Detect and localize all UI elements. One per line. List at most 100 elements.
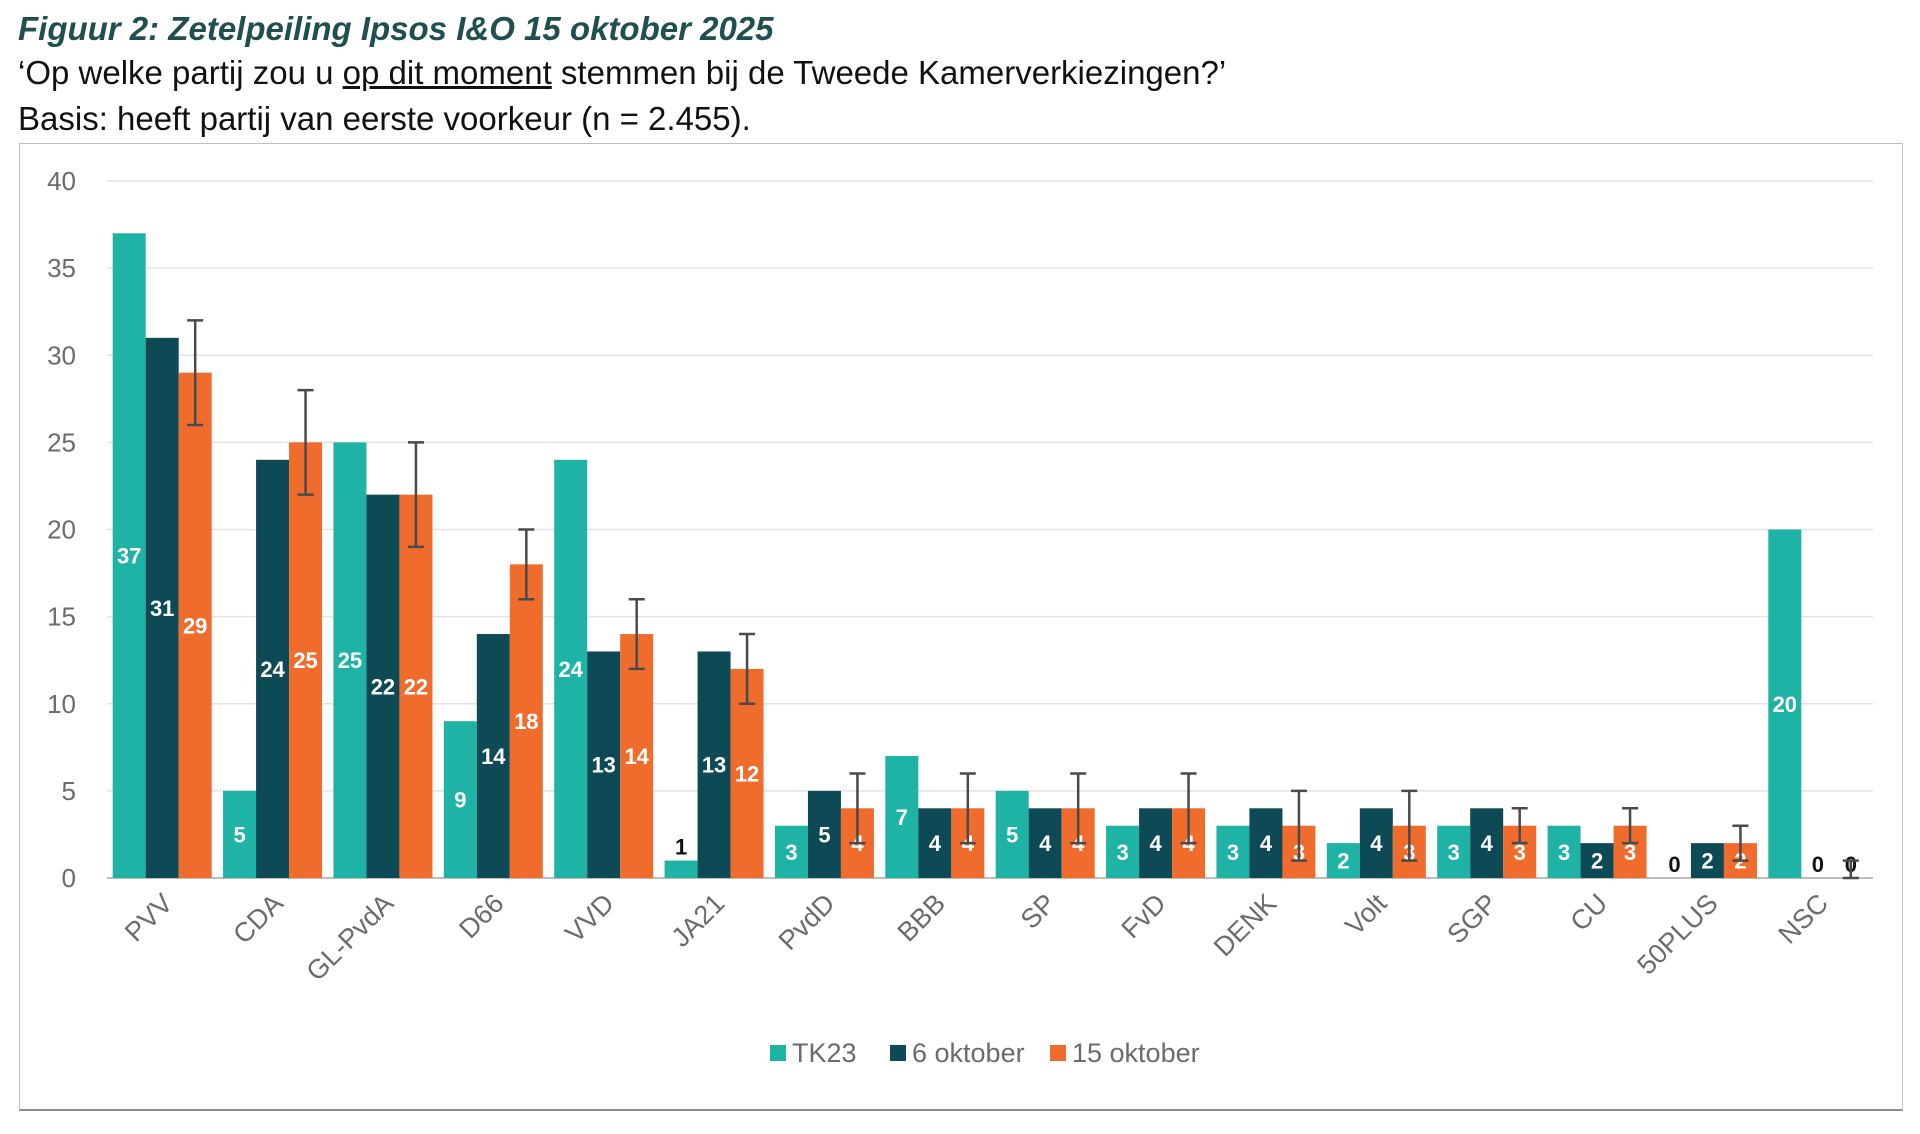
y-tick-label-20: 20 — [47, 515, 76, 545]
data-label-d66-series-1: 14 — [481, 744, 506, 769]
bar-d66-series-0 — [443, 721, 477, 878]
bar-bbb-series-1 — [918, 808, 952, 878]
x-tick-label-pvdd: PvdD — [773, 888, 841, 956]
y-tick-label-0: 0 — [62, 863, 76, 893]
data-label-gl-pvda-series-1: 22 — [371, 674, 395, 699]
bar-gl-pvda-series-2 — [399, 494, 433, 878]
data-label-gl-pvda-series-0: 25 — [338, 648, 362, 673]
x-tick-label-pvv: PVV — [119, 888, 178, 947]
data-label-bbb-series-1: 4 — [929, 831, 942, 856]
data-label-pvv-series-0: 37 — [117, 544, 141, 569]
data-label-50plus-series-1: 2 — [1701, 849, 1713, 874]
data-label-d66-series-2: 18 — [514, 709, 538, 734]
bar-denk-series-1 — [1249, 808, 1283, 878]
bar-sgp-series-1 — [1470, 808, 1504, 878]
y-tick-label-10: 10 — [47, 689, 76, 719]
y-tick-label-35: 35 — [47, 253, 76, 283]
bar-vvd-series-1 — [587, 651, 621, 878]
bar-pvv-series-1 — [145, 337, 179, 878]
data-label-cda-series-2: 25 — [293, 648, 317, 673]
bar-cu-series-0 — [1547, 825, 1581, 878]
bar-pvdd-series-0 — [774, 825, 808, 878]
legend-swatch-1 — [890, 1045, 906, 1061]
survey-basis: Basis: heeft partij van eerste voorkeur … — [18, 100, 751, 137]
y-tick-label-5: 5 — [62, 776, 76, 806]
bar-fvd-series-1 — [1139, 808, 1173, 878]
data-label-fvd-series-0: 3 — [1116, 840, 1128, 865]
x-tick-label-cu: CU — [1565, 888, 1614, 937]
bar-volt-series-0 — [1326, 843, 1360, 878]
data-label-fvd-series-1: 4 — [1149, 831, 1162, 856]
x-tick-label-fvd: FvD — [1116, 888, 1172, 944]
data-label-denk-series-1: 4 — [1260, 831, 1273, 856]
bar-nsc-series-0 — [1768, 529, 1802, 878]
x-tick-label-sp: SP — [1015, 888, 1062, 935]
bar-gl-pvda-series-0 — [333, 442, 367, 878]
bar-d66-series-2 — [509, 564, 543, 878]
legend-swatch-0 — [770, 1045, 786, 1061]
data-label-ja21-series-2: 12 — [735, 761, 759, 786]
x-tick-label-gl-pvda: GL-PvdA — [301, 888, 400, 987]
data-label-vvd-series-0: 24 — [558, 657, 583, 682]
data-label-vvd-series-2: 14 — [624, 744, 649, 769]
bar-denk-series-0 — [1216, 825, 1250, 878]
y-tick-label-30: 30 — [47, 340, 76, 370]
bar-pvdd-series-1 — [807, 790, 841, 878]
x-tick-label-denk: DENK — [1208, 888, 1282, 962]
data-label-nsc-series-1: 0 — [1812, 852, 1824, 877]
data-label-cu-series-1: 2 — [1591, 849, 1603, 874]
y-tick-label-15: 15 — [47, 602, 76, 632]
bar-ja21-series-0 — [664, 860, 698, 878]
legend-label-0: TK23 — [792, 1038, 857, 1068]
bar-sgp-series-0 — [1437, 825, 1471, 878]
question-text-end: stemmen bij de Tweede Kamerverkiezingen?… — [551, 54, 1227, 91]
legend-label-2: 15 oktober — [1072, 1038, 1200, 1068]
x-tick-label-bbb: BBB — [892, 888, 951, 947]
x-tick-label-sgp: SGP — [1441, 888, 1503, 950]
data-label-50plus-series-0: 0 — [1668, 852, 1680, 877]
data-label-gl-pvda-series-2: 22 — [404, 674, 428, 699]
data-label-cu-series-2: 3 — [1624, 840, 1636, 865]
data-label-nsc-series-0: 20 — [1773, 692, 1797, 717]
data-label-cda-series-1: 24 — [260, 657, 285, 682]
x-tick-label-d66: D66 — [453, 888, 509, 944]
bar-gl-pvda-series-1 — [366, 494, 400, 878]
data-label-pvv-series-2: 29 — [183, 613, 207, 638]
y-tick-label-25: 25 — [47, 427, 76, 457]
y-tick-label-40: 40 — [47, 166, 76, 196]
data-label-sgp-series-1: 4 — [1481, 831, 1494, 856]
data-label-ja21-series-0: 1 — [675, 835, 687, 860]
question-text-underlined: op dit moment — [342, 54, 552, 91]
x-tick-label-cda: CDA — [227, 888, 289, 950]
x-tick-label-nsc: NSC — [1773, 888, 1835, 950]
data-label-sp-series-0: 5 — [1006, 822, 1018, 847]
data-label-pvdd-series-1: 5 — [818, 822, 830, 847]
x-tick-label-ja21: JA21 — [666, 888, 731, 953]
data-label-denk-series-0: 3 — [1227, 840, 1239, 865]
bar-ja21-series-1 — [697, 651, 731, 878]
bar-pvv-series-2 — [178, 372, 212, 878]
bar-cda-series-0 — [223, 790, 257, 878]
data-label-sgp-series-2: 3 — [1514, 840, 1526, 865]
bar-volt-series-1 — [1359, 808, 1393, 878]
legend-swatch-2 — [1050, 1045, 1066, 1061]
bar-cu-series-1 — [1580, 843, 1614, 878]
bar-fvd-series-0 — [1106, 825, 1140, 878]
bar-bbb-series-0 — [885, 756, 919, 878]
data-label-ja21-series-1: 13 — [702, 753, 726, 778]
bar-d66-series-1 — [476, 634, 510, 878]
bar-vvd-series-0 — [554, 459, 588, 878]
bar-cda-series-2 — [289, 442, 323, 878]
legend-label-1: 6 oktober — [912, 1038, 1025, 1068]
bar-50plus-series-1 — [1690, 843, 1724, 878]
figure-header: Figuur 2: Zetelpeiling Ipsos I&O 15 okto… — [18, 8, 1898, 142]
data-label-d66-series-0: 9 — [454, 788, 466, 813]
data-label-volt-series-0: 2 — [1337, 849, 1349, 874]
data-label-cda-series-0: 5 — [233, 822, 245, 847]
bar-vvd-series-2 — [620, 634, 654, 878]
figure-title: Figuur 2: Zetelpeiling Ipsos I&O 15 okto… — [18, 10, 774, 47]
data-label-pvdd-series-0: 3 — [785, 840, 797, 865]
data-label-sgp-series-0: 3 — [1448, 840, 1460, 865]
x-tick-label-volt: Volt — [1339, 888, 1392, 941]
